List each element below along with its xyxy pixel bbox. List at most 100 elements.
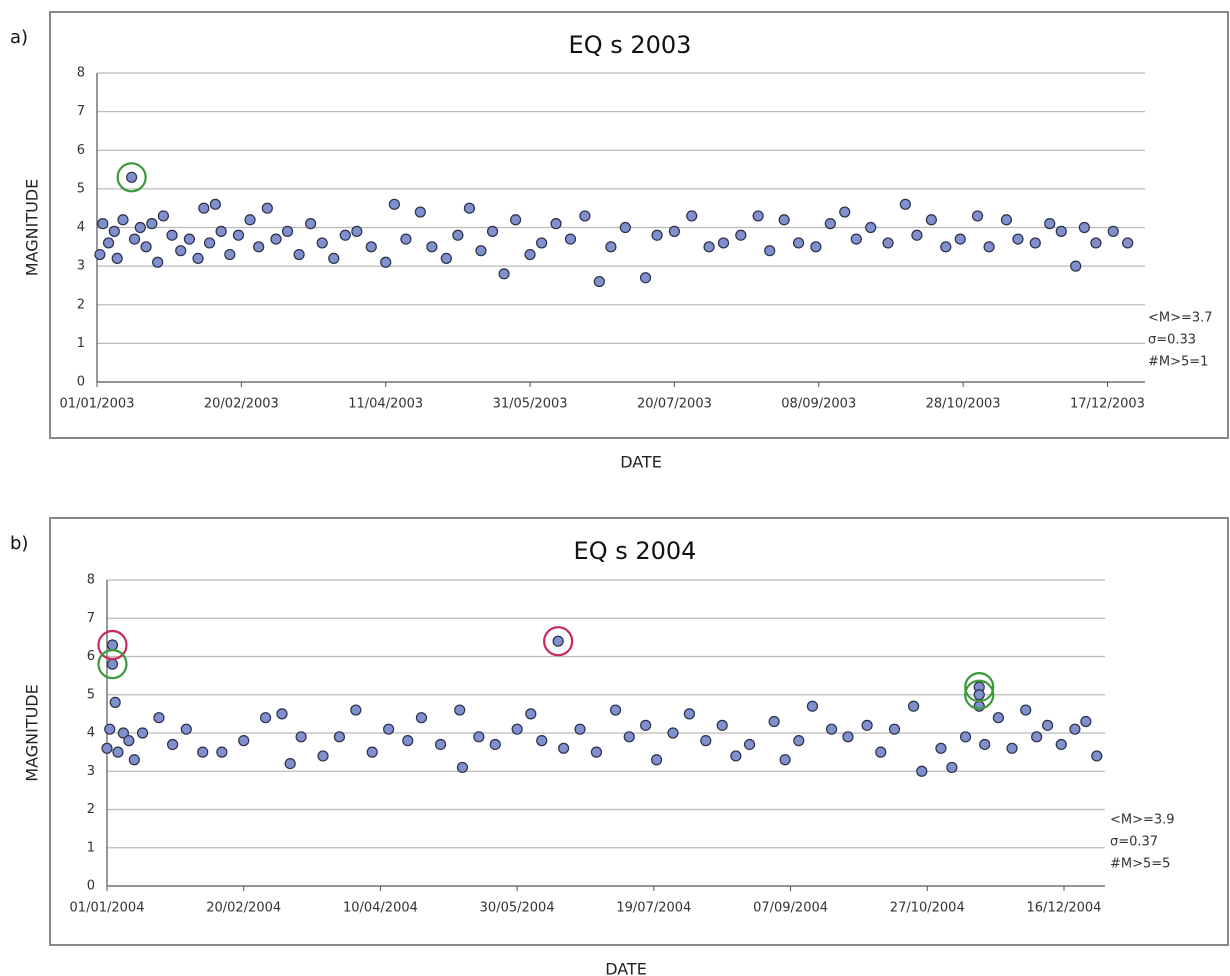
data-point xyxy=(101,742,113,754)
y-tick-label: 1 xyxy=(77,336,85,351)
data-point xyxy=(735,229,747,241)
highlight-ring xyxy=(964,679,995,710)
data-point xyxy=(1090,237,1102,249)
y-tick-label: 7 xyxy=(87,611,95,626)
annotation: #M>5=5 xyxy=(1110,857,1170,872)
data-point xyxy=(992,712,1004,724)
y-tick-label: 0 xyxy=(77,375,85,390)
data-point xyxy=(270,233,282,245)
y-tick-label: 3 xyxy=(87,764,95,779)
data-point xyxy=(1006,742,1018,754)
highlight-ring xyxy=(543,626,574,657)
data-point xyxy=(152,256,164,268)
annotation: <M>=3.9 xyxy=(1110,813,1175,828)
highlight-ring xyxy=(964,671,995,703)
data-point xyxy=(730,750,742,762)
data-point xyxy=(328,252,340,264)
data-point xyxy=(700,735,712,747)
y-tick-label: 6 xyxy=(87,649,95,664)
annotation: σ=0.37 xyxy=(1110,835,1158,850)
chart-title: EQ s 2003 xyxy=(569,31,692,59)
data-point xyxy=(183,233,195,245)
data-point xyxy=(284,757,296,770)
data-point xyxy=(605,241,617,253)
data-point xyxy=(153,712,165,724)
data-point xyxy=(452,229,464,241)
data-point xyxy=(106,639,119,651)
y-tick-label: 2 xyxy=(87,802,95,817)
data-point xyxy=(717,237,730,249)
data-point xyxy=(650,754,663,766)
x-tick-label: 08/09/2003 xyxy=(781,397,856,412)
data-point xyxy=(536,735,548,747)
data-point xyxy=(743,738,756,751)
y-axis-label: MAGNITUDE xyxy=(23,684,42,781)
data-point xyxy=(259,712,272,724)
data-point xyxy=(440,252,452,264)
data-point xyxy=(1044,218,1056,230)
data-point xyxy=(1000,214,1013,226)
x-axis-label: DATE xyxy=(605,960,647,976)
data-point xyxy=(134,221,146,234)
data-point xyxy=(128,754,140,766)
x-tick-label: 16/12/2004 xyxy=(1027,901,1102,916)
data-point xyxy=(261,202,273,214)
data-point xyxy=(175,245,187,257)
data-point xyxy=(102,237,115,249)
data-point xyxy=(339,229,351,241)
y-tick-label: 1 xyxy=(87,840,95,855)
data-point xyxy=(703,241,715,253)
data-point xyxy=(609,704,622,716)
data-point xyxy=(768,715,780,728)
data-point xyxy=(752,210,764,222)
data-point xyxy=(623,731,635,743)
data-point xyxy=(197,746,209,758)
data-point xyxy=(842,731,854,743)
x-tick-label: 19/07/2004 xyxy=(616,901,691,916)
data-point xyxy=(400,233,412,245)
data-point xyxy=(317,750,329,762)
data-point xyxy=(850,233,862,245)
data-point xyxy=(925,214,937,226)
data-point xyxy=(959,731,972,743)
data-point xyxy=(498,268,510,280)
data-point xyxy=(489,738,501,751)
y-tick-label: 3 xyxy=(77,259,85,274)
data-point xyxy=(552,635,564,647)
data-point xyxy=(574,723,586,735)
data-point xyxy=(305,218,317,230)
data-point xyxy=(126,171,138,183)
data-point xyxy=(899,198,911,210)
data-point xyxy=(388,198,400,210)
data-point xyxy=(865,221,877,234)
data-point xyxy=(686,210,698,222)
data-point xyxy=(793,735,805,747)
data-point xyxy=(550,218,562,230)
data-point xyxy=(1041,719,1054,731)
y-tick-label: 0 xyxy=(87,879,95,894)
data-point xyxy=(667,727,679,739)
data-point xyxy=(351,225,363,237)
data-point xyxy=(908,700,920,712)
data-point xyxy=(224,248,236,261)
data-point xyxy=(473,731,485,743)
data-point xyxy=(1012,233,1024,245)
data-point xyxy=(1055,225,1067,237)
x-tick-label: 01/01/2003 xyxy=(60,397,135,412)
y-tick-label: 5 xyxy=(87,687,95,702)
data-point xyxy=(564,233,577,245)
data-point xyxy=(316,237,328,249)
data-point xyxy=(590,746,603,758)
data-point xyxy=(511,723,523,735)
data-point xyxy=(779,754,791,766)
data-point xyxy=(806,700,819,712)
chart-title: EQ s 2004 xyxy=(574,537,697,565)
data-point xyxy=(971,210,984,222)
data-point xyxy=(106,658,119,670)
data-point xyxy=(281,225,294,237)
highlight-ring xyxy=(116,162,147,193)
data-point xyxy=(276,708,288,720)
y-tick-label: 6 xyxy=(77,143,85,158)
data-point xyxy=(333,731,346,743)
